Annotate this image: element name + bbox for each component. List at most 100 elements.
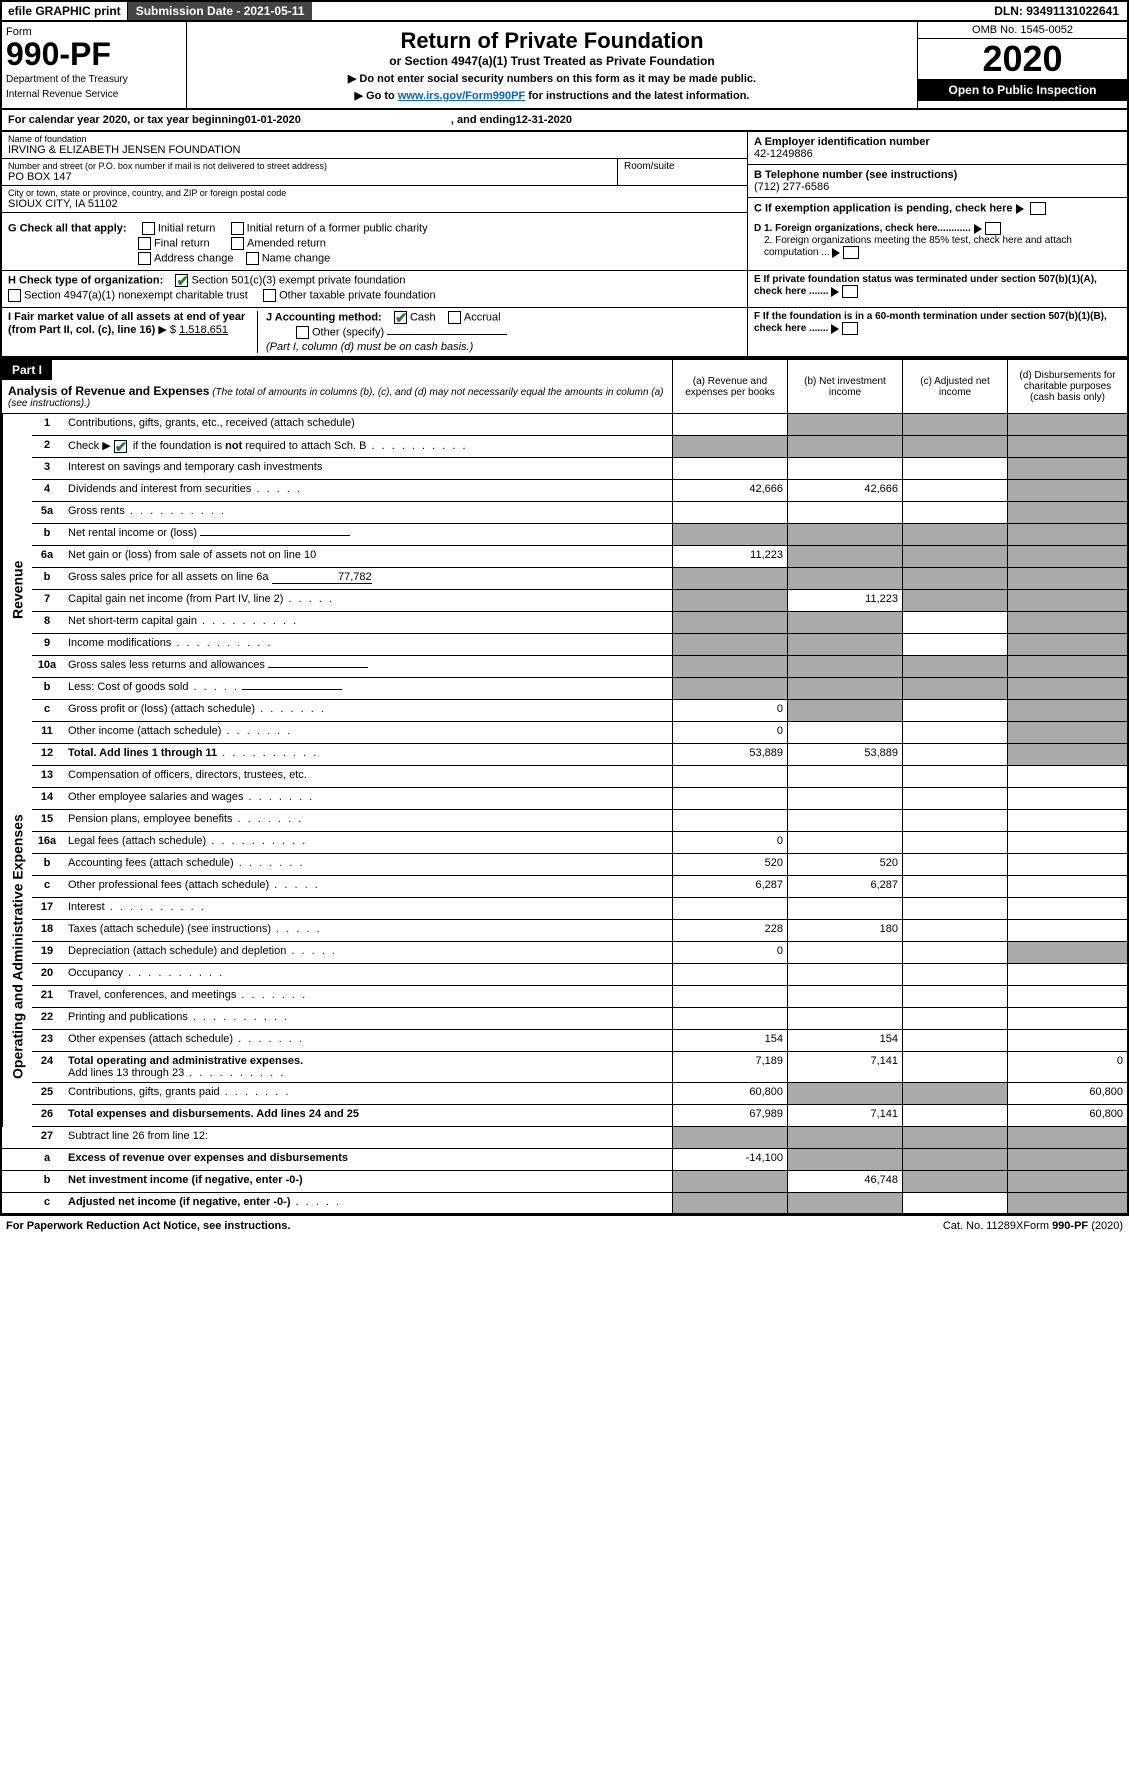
arrow-icon — [974, 224, 982, 234]
goto-post: for instructions and the latest informat… — [525, 90, 749, 102]
foundation-name: IRVING & ELIZABETH JENSEN FOUNDATION — [8, 144, 741, 156]
initial-return-label: Initial return — [158, 222, 215, 234]
line-6b: Gross sales price for all assets on line… — [68, 571, 269, 583]
arrow-icon — [1016, 204, 1024, 214]
line-20: Occupancy — [68, 967, 123, 979]
val-26a: 67,989 — [672, 1105, 787, 1126]
title-block: Return of Private Foundation or Section … — [187, 22, 917, 108]
name-change-label: Name change — [262, 252, 331, 264]
revenue-side-label: Revenue — [2, 414, 32, 766]
d1-label: D 1. Foreign organizations, check here..… — [754, 223, 971, 234]
line-27a: Excess of revenue over expenses and disb… — [62, 1149, 672, 1170]
val-16ba: 520 — [672, 854, 787, 875]
part1-title: Analysis of Revenue and Expenses — [8, 384, 209, 398]
val-7b: 11,223 — [787, 590, 902, 611]
line-5a: Gross rents — [68, 505, 125, 517]
address-change-label: Address change — [154, 252, 234, 264]
schb-checkbox[interactable] — [114, 440, 127, 453]
form-ref: Form 990-PF (2020) — [1023, 1220, 1123, 1232]
amended-return-checkbox[interactable] — [231, 237, 244, 250]
val-19a: 0 — [672, 942, 787, 963]
dln: DLN: 93491131022641 — [986, 2, 1127, 20]
val-10ca: 0 — [672, 700, 787, 721]
501c3-checkbox[interactable] — [175, 274, 188, 287]
val-27bb: 46,748 — [787, 1171, 902, 1192]
val-18a: 228 — [672, 920, 787, 941]
cal-begin: 01-01-2020 — [245, 114, 301, 126]
col-b-header: (b) Net investment income — [787, 360, 902, 413]
form-title: Return of Private Foundation — [193, 28, 911, 54]
cal-mid: , and ending — [451, 114, 516, 126]
e-label: E If private foundation status was termi… — [754, 274, 1097, 297]
info-grid: Name of foundation IRVING & ELIZABETH JE… — [0, 132, 1129, 219]
val-6aa: 11,223 — [672, 546, 787, 567]
tel-label: B Telephone number (see instructions) — [754, 169, 1121, 181]
line-5b: Net rental income or (loss) — [68, 527, 197, 539]
line-3: Interest on savings and temporary cash i… — [62, 458, 672, 479]
val-12a: 53,889 — [672, 744, 787, 765]
line-10c: Gross profit or (loss) (attach schedule) — [68, 703, 255, 715]
paperwork-notice: For Paperwork Reduction Act Notice, see … — [6, 1220, 943, 1232]
d2-label: 2. Foreign organizations meeting the 85%… — [764, 235, 1072, 258]
val-4b: 42,666 — [787, 480, 902, 501]
col-a-header: (a) Revenue and expenses per books — [672, 360, 787, 413]
4947-label: Section 4947(a)(1) nonexempt charitable … — [24, 289, 248, 301]
val-12b: 53,889 — [787, 744, 902, 765]
line-1: Contributions, gifts, grants, etc., rece… — [62, 414, 672, 435]
cash-checkbox[interactable] — [394, 311, 407, 324]
line-11: Other income (attach schedule) — [68, 725, 221, 737]
instructions-link[interactable]: www.irs.gov/Form990PF — [398, 90, 525, 102]
line-14: Other employee salaries and wages — [68, 791, 243, 803]
val-16bb: 520 — [787, 854, 902, 875]
e-checkbox[interactable] — [842, 285, 858, 298]
city-state-zip: SIOUX CITY, IA 51102 — [8, 198, 741, 210]
val-25d: 60,800 — [1007, 1083, 1127, 1104]
fair-market-value: 1,518,651 — [179, 324, 228, 336]
line-16b: Accounting fees (attach schedule) — [68, 857, 234, 869]
val-26d: 60,800 — [1007, 1105, 1127, 1126]
form-container: efile GRAPHIC print Submission Date - 20… — [0, 0, 1129, 1236]
initial-former-checkbox[interactable] — [231, 222, 244, 235]
line-18: Taxes (attach schedule) (see instruction… — [68, 923, 271, 935]
line-23: Other expenses (attach schedule) — [68, 1033, 233, 1045]
initial-return-checkbox[interactable] — [142, 222, 155, 235]
section-h: H Check type of organization: Section 50… — [0, 271, 1129, 308]
arrow-icon — [831, 287, 839, 297]
d2-checkbox[interactable] — [843, 246, 859, 259]
data-table: Revenue 1Contributions, gifts, grants, e… — [0, 414, 1129, 1215]
part1-header-row: Part I Analysis of Revenue and Expenses … — [0, 358, 1129, 414]
omb-number: OMB No. 1545-0052 — [918, 22, 1127, 39]
final-return-checkbox[interactable] — [138, 237, 151, 250]
501c3-label: Section 501(c)(3) exempt private foundat… — [191, 274, 405, 286]
val-24a: 7,189 — [672, 1052, 787, 1082]
form-number: 990-PF — [6, 38, 182, 70]
d1-checkbox[interactable] — [985, 222, 1001, 235]
line-8: Net short-term capital gain — [68, 615, 197, 627]
val-24b: 7,141 — [787, 1052, 902, 1082]
cal-end: 12-31-2020 — [516, 114, 572, 126]
4947-checkbox[interactable] — [8, 289, 21, 302]
val-4a: 42,666 — [672, 480, 787, 501]
form-subtitle: or Section 4947(a)(1) Trust Treated as P… — [193, 54, 911, 68]
accrual-checkbox[interactable] — [448, 311, 461, 324]
calendar-year-row: For calendar year 2020, or tax year begi… — [0, 110, 1129, 132]
ein-label: A Employer identification number — [754, 136, 1121, 148]
other-taxable-checkbox[interactable] — [263, 289, 276, 302]
other-method-checkbox[interactable] — [296, 326, 309, 339]
f-checkbox[interactable] — [842, 322, 858, 335]
c-checkbox[interactable] — [1030, 202, 1046, 215]
part1-badge: Part I — [2, 360, 52, 380]
col-d-header: (d) Disbursements for charitable purpose… — [1007, 360, 1127, 413]
cal-pre: For calendar year 2020, or tax year begi… — [8, 114, 245, 126]
c-label: C If exemption application is pending, c… — [754, 202, 1013, 214]
final-return-label: Final return — [154, 237, 210, 249]
line-25: Contributions, gifts, grants paid — [68, 1086, 220, 1098]
name-change-checkbox[interactable] — [246, 252, 259, 265]
city-label: City or town, state or province, country… — [8, 188, 741, 198]
address-change-checkbox[interactable] — [138, 252, 151, 265]
line-16c: Other professional fees (attach schedule… — [68, 879, 269, 891]
val-27aa: -14,100 — [672, 1149, 787, 1170]
amended-return-label: Amended return — [247, 237, 326, 249]
cat-no: Cat. No. 11289X — [943, 1220, 1024, 1232]
val-11a: 0 — [672, 722, 787, 743]
